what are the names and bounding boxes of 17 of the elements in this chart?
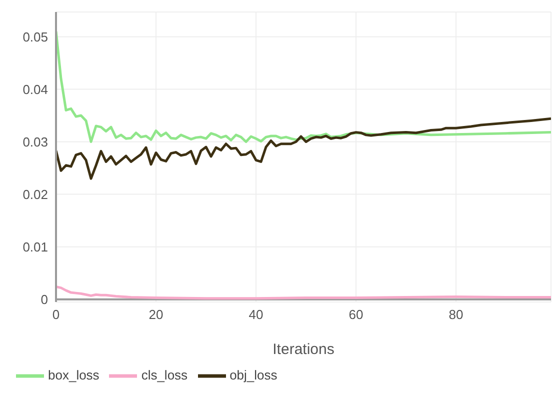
- legend-label: obj_loss: [230, 367, 278, 382]
- x-tick-label: 0: [52, 307, 60, 322]
- x-tick-label: 80: [448, 307, 464, 322]
- x-axis-title: Iterations: [272, 341, 334, 358]
- line-series: [56, 117, 551, 180]
- x-tick-label: 20: [148, 307, 164, 322]
- x-tick-label: 60: [348, 307, 364, 322]
- legend-label: cls_loss: [141, 367, 188, 382]
- y-tick-label: 0.02: [22, 186, 48, 202]
- y-tick-label: 0.01: [22, 239, 48, 254]
- y-tick-label: 0.05: [22, 29, 48, 44]
- y-tick-label: 0: [40, 292, 48, 307]
- legend-label: box_loss: [48, 367, 100, 382]
- x-tick-label: 40: [248, 307, 264, 322]
- y-tick-label: 0.03: [22, 134, 48, 150]
- y-tick-label: 0.04: [22, 82, 48, 97]
- line-series: [56, 30, 551, 144]
